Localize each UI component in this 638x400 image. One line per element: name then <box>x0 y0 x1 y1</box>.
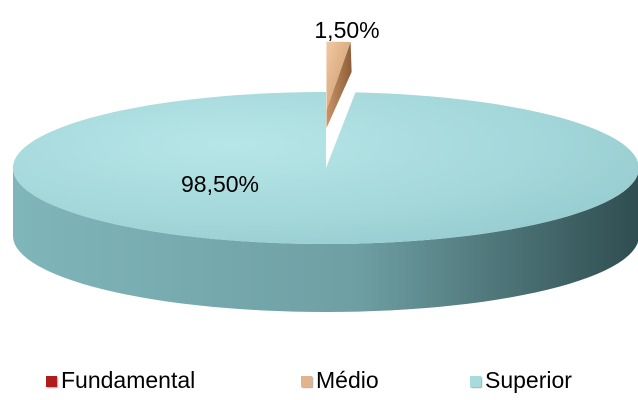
legend-item-fundamental: Fundamental <box>46 365 195 395</box>
data-label-superior: 98,50% <box>181 171 259 197</box>
pie-slice-medio <box>326 41 351 111</box>
pie-layer <box>12 41 638 312</box>
pie-slice-superior <box>12 92 638 244</box>
data-label-medio: 1,50% <box>314 17 379 43</box>
legend-label-fundamental: Fundamental <box>61 367 196 393</box>
legend-label-medio: Médio <box>316 367 379 393</box>
legend: Fundamental Médio Superior <box>0 365 638 397</box>
legend-swatch-fundamental <box>46 376 57 387</box>
pie-side-superior <box>13 168 638 312</box>
legend-swatch-medio <box>301 376 312 387</box>
legend-item-medio: Médio <box>301 365 379 395</box>
legend-swatch-superior <box>470 376 481 387</box>
legend-item-superior: Superior <box>470 365 572 395</box>
legend-label-superior: Superior <box>485 367 572 393</box>
pie-side-medio <box>326 41 352 129</box>
